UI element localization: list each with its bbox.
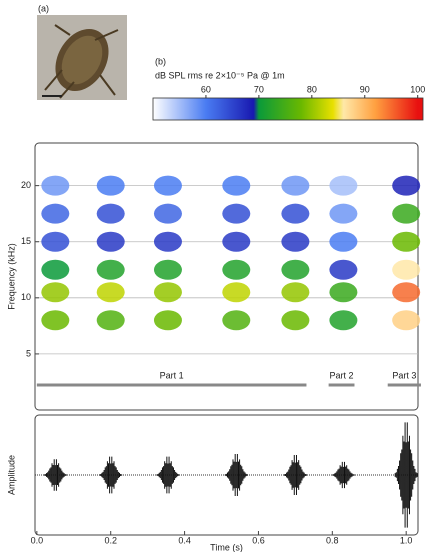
spectrogram-cell [41, 282, 69, 302]
spectrogram-cell [222, 232, 250, 252]
x-tick-label: 0.4 [178, 535, 191, 545]
spectrogram-cell [41, 310, 69, 330]
insect-photo [37, 15, 127, 101]
spectrogram-cell [154, 282, 182, 302]
x-axis-label: Time (s) [210, 542, 243, 552]
spectrogram-cell [281, 204, 309, 224]
spectrogram-cell [392, 260, 420, 280]
spectrogram-cell [97, 176, 125, 196]
spectrogram-cell [329, 282, 357, 302]
panel-label: (b) [155, 56, 166, 66]
spectrogram-cell [97, 232, 125, 252]
spectrogram-cell [281, 232, 309, 252]
spectrogram-cell [154, 260, 182, 280]
spectrogram-cell [281, 282, 309, 302]
spectrogram-cell [281, 310, 309, 330]
spectrogram-cell [154, 176, 182, 196]
x-tick-label: 0.0 [31, 535, 44, 545]
spectrogram-cell [329, 232, 357, 252]
spectrogram-cell [97, 282, 125, 302]
y-tick-label: 15 [21, 236, 31, 246]
spectrogram-cell [97, 204, 125, 224]
tick-label: 90 [360, 84, 370, 94]
spectrogram-cell [222, 204, 250, 224]
colorbar [153, 98, 423, 120]
y-tick-label: 10 [21, 292, 31, 302]
tick-label: 70 [254, 84, 264, 94]
spectrogram-cell [41, 204, 69, 224]
panel-label: (a) [38, 3, 49, 13]
tick-label: 100 [410, 84, 425, 94]
spectrogram-cell [41, 232, 69, 252]
spectrogram-cell [97, 260, 125, 280]
part-label: Part 3 [392, 370, 416, 380]
part-label: Part 1 [160, 370, 184, 380]
colorbar-title: dB SPL rms re 2×10⁻⁵ Pa @ 1m [155, 70, 285, 80]
spectrogram-cell [97, 310, 125, 330]
spectrogram-cell [392, 282, 420, 302]
spectrogram-cell [329, 310, 357, 330]
tick-label: 60 [201, 84, 211, 94]
y-axis-label: Frequency (kHz) [6, 243, 16, 310]
spectrogram-cell [329, 204, 357, 224]
spectrogram-cell [392, 204, 420, 224]
y-tick-label: 5 [26, 348, 31, 358]
x-tick-label: 1.0 [400, 535, 413, 545]
spectrogram-cell [329, 176, 357, 196]
tick-label: 80 [307, 84, 317, 94]
spectrogram-cell [41, 260, 69, 280]
spectrogram-cell [154, 204, 182, 224]
spectrogram-cell [392, 232, 420, 252]
spectrogram-cell [392, 176, 420, 196]
part-label: Part 2 [330, 370, 354, 380]
spectrogram-cell [41, 176, 69, 196]
x-tick-label: 0.2 [104, 535, 117, 545]
x-tick-label: 0.8 [326, 535, 339, 545]
x-tick-label: 0.6 [252, 535, 265, 545]
spectrogram-cell [222, 176, 250, 196]
spectrogram-cell [329, 260, 357, 280]
spectrogram-cell [222, 310, 250, 330]
spectrogram-cell [281, 176, 309, 196]
y-axis-label: Amplitude [6, 455, 16, 495]
spectrogram-cell [154, 232, 182, 252]
y-tick-label: 20 [21, 180, 31, 190]
spectrogram-cell [154, 310, 182, 330]
spectrogram-cell [222, 260, 250, 280]
spectrogram-cell [392, 310, 420, 330]
spectrogram-cell [222, 282, 250, 302]
spectrogram-cell [281, 260, 309, 280]
